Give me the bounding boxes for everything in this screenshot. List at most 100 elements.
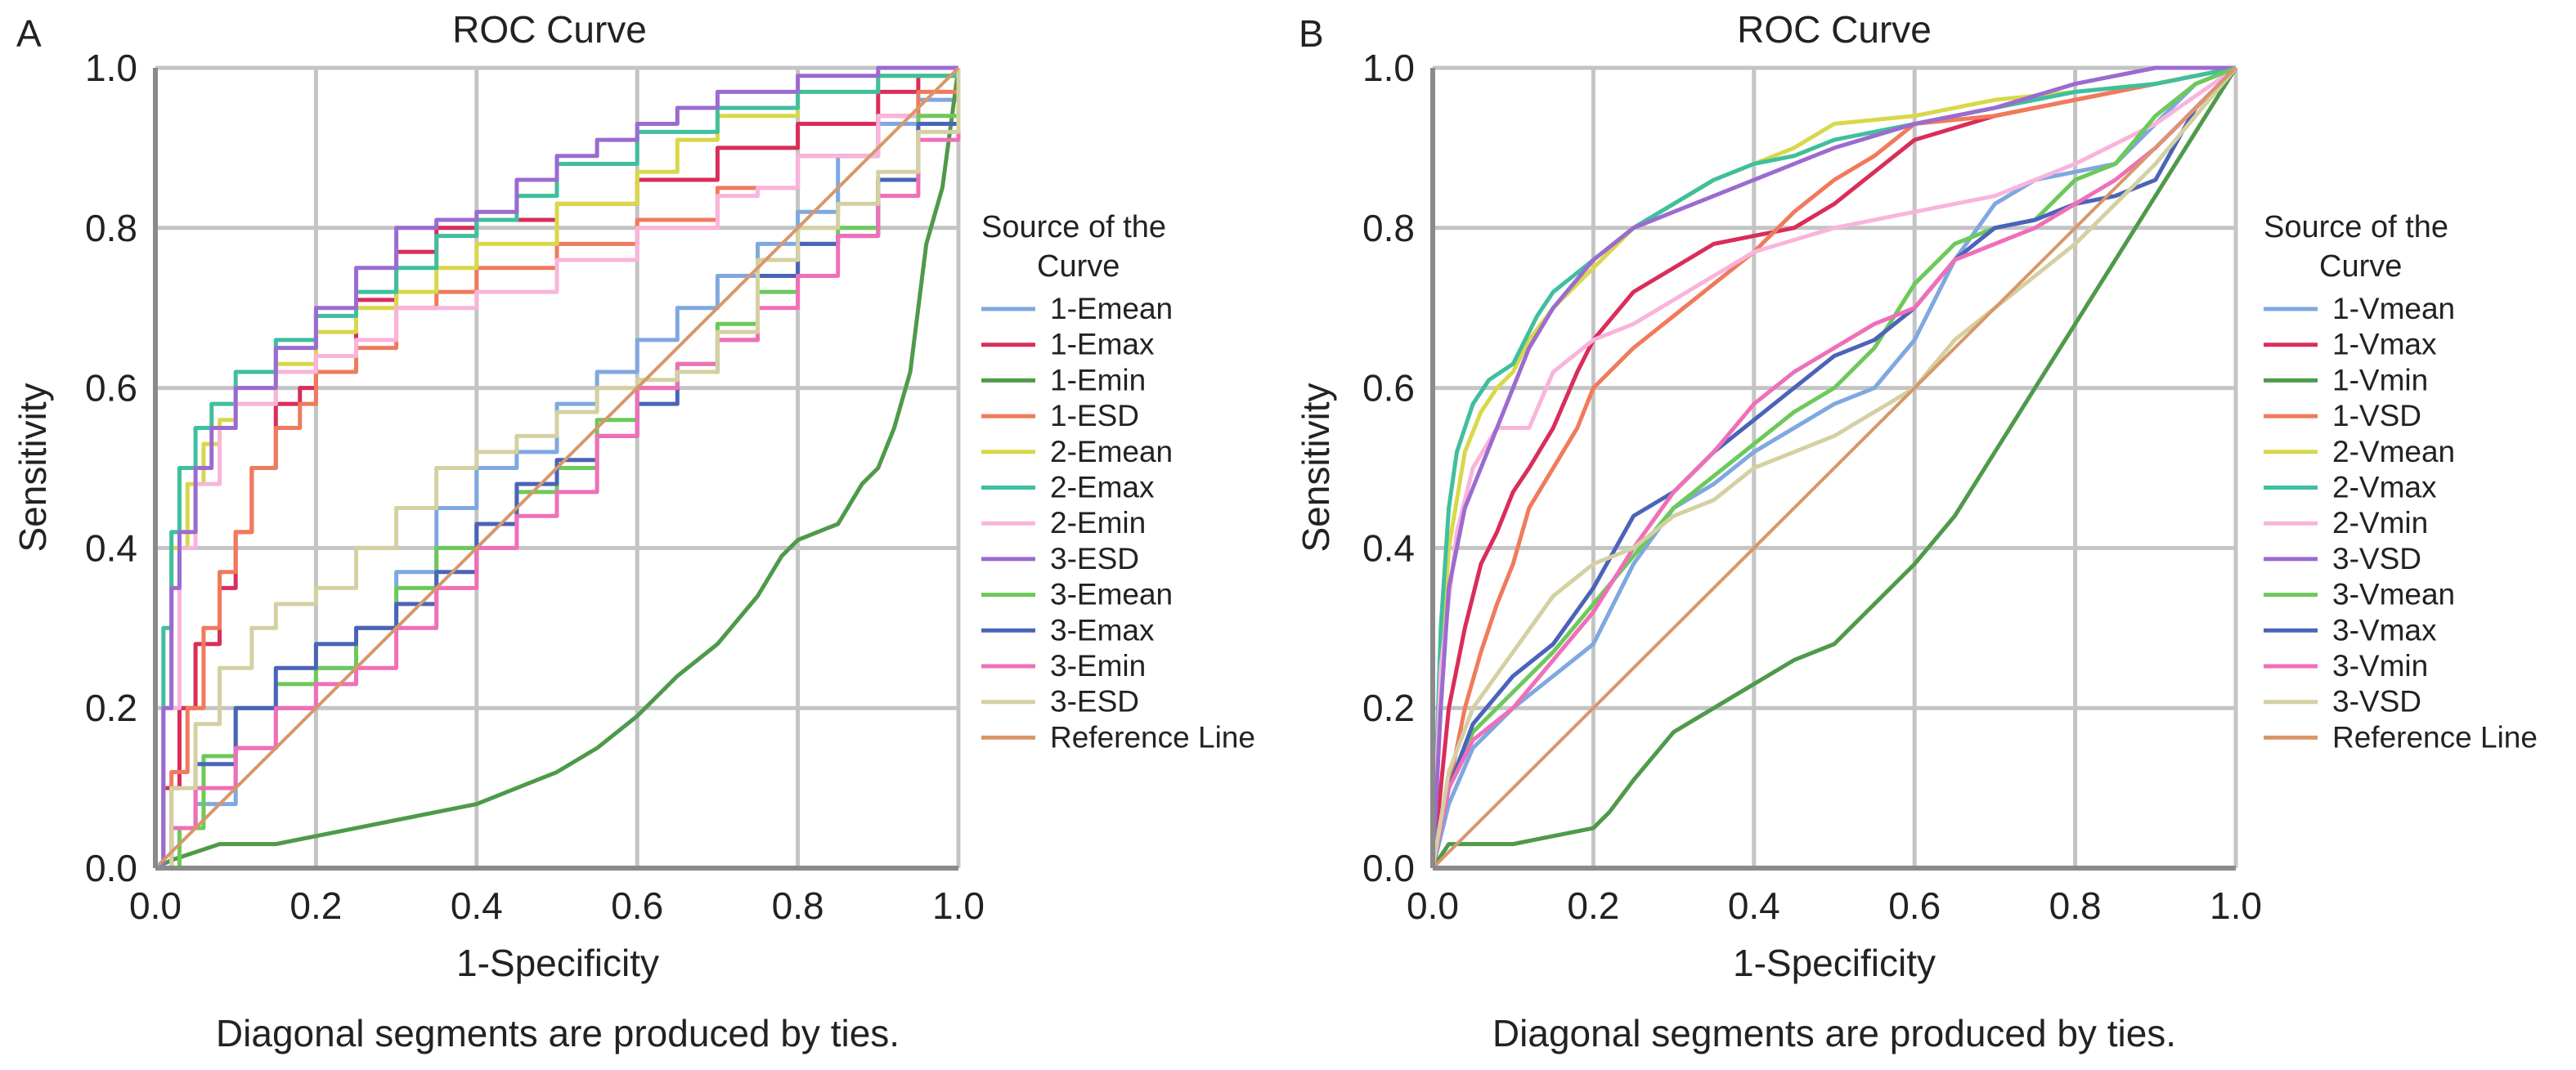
curves-b — [1430, 65, 2238, 870]
legend-label: Reference Line — [1050, 720, 1255, 754]
legend-label: 3-Vmax — [2332, 613, 2437, 647]
legend-label: 3-Emean — [1050, 578, 1173, 611]
legend-label: 2-Vmean — [2332, 435, 2455, 468]
legend-title: Source of the — [981, 210, 1166, 244]
legend-item: 3-Emin — [981, 649, 1146, 683]
panel-label-a: A — [16, 12, 42, 55]
footnote-a: Diagonal segments are produced by ties. — [216, 1012, 900, 1054]
legend-item: 1-Vmax — [2264, 328, 2437, 361]
roc-curve-2-vmin — [1430, 65, 2237, 869]
x-tick-label: 1.0 — [932, 884, 985, 927]
x-tick-labels-b: 0.0 0.2 0.4 0.6 0.8 1.0 — [1407, 884, 2262, 927]
y-tick-label: 0.6 — [1362, 367, 1415, 410]
legend-item: 3-Vmax — [2264, 613, 2437, 647]
legend-item: 2-Vmean — [2264, 435, 2455, 468]
legend-label: 3-Emin — [1050, 649, 1146, 683]
chart-title-a: ROC Curve — [452, 8, 647, 51]
x-tick-label: 0.8 — [2049, 884, 2102, 927]
legend-label: 3-Vmin — [2332, 649, 2428, 683]
legend-label: 2-Emax — [1050, 471, 1155, 504]
legend-label: 1-Emax — [1050, 328, 1155, 361]
y-tick-label: 0.8 — [85, 207, 137, 249]
y-tick-label: 0.2 — [85, 687, 137, 729]
roc-curve-3-vsd — [1430, 66, 2237, 869]
legend-item: 1-Vmean — [2264, 292, 2455, 325]
legend-item: 1-VSD — [2264, 399, 2421, 432]
x-tick-label: 0.4 — [451, 884, 503, 927]
legend-label: 2-Vmin — [2332, 506, 2428, 539]
legend-item: 3-Vmin — [2264, 649, 2428, 683]
x-tick-label: 0.2 — [1567, 884, 1619, 927]
legend-item: 1-Emin — [981, 363, 1146, 396]
x-tick-label: 0.6 — [1888, 884, 1941, 927]
x-axis-label-b: 1-Specificity — [1733, 942, 1936, 984]
y-tick-label: 0.8 — [1362, 207, 1415, 249]
roc-curve-1-vsd — [1430, 65, 2237, 869]
legend-label: 2-Emean — [1050, 435, 1173, 468]
legend-label: 1-VSD — [2332, 399, 2421, 432]
panel-b: B ROC Curve 0.0 0.2 0.4 0.6 0.8 1.0 0.0 0.2 0.4… — [1295, 8, 2538, 1054]
legend-title: Source of the — [2264, 210, 2448, 244]
legend-label: 3-ESD — [1050, 542, 1139, 575]
roc-curve-3-vmean — [1430, 65, 2237, 869]
x-axis-label-a: 1-Specificity — [456, 942, 659, 984]
legend-item: Reference Line — [2264, 720, 2538, 754]
legend-item: 3-Vmean — [2264, 578, 2455, 611]
legend-label: 3-ESD — [1050, 685, 1139, 719]
roc-curve-1-vmean — [1430, 65, 2237, 869]
y-tick-label: 1.0 — [1362, 47, 1415, 89]
legend-item: 3-VSD — [2264, 542, 2421, 575]
y-tick-label: 0.2 — [1362, 687, 1415, 729]
legend-item: 1-Emax — [981, 328, 1155, 361]
footnote-b: Diagonal segments are produced by ties. — [1492, 1012, 2176, 1054]
roc-curve-3-vmin — [1430, 66, 2237, 869]
x-tick-label: 1.0 — [2210, 884, 2262, 927]
y-tick-label: 0.4 — [85, 526, 137, 569]
legend-item: 3-ESD — [981, 542, 1139, 575]
x-tick-label: 0.2 — [289, 884, 342, 927]
legend-label: 3-Vmean — [2332, 578, 2455, 611]
y-tick-label: 0.0 — [85, 847, 137, 889]
y-tick-label: 1.0 — [85, 47, 137, 89]
x-tick-label: 0.0 — [1407, 884, 1459, 927]
roc-curve-1-vmin — [1430, 66, 2238, 870]
legend-item: Reference Line — [981, 720, 1255, 754]
legend-item: 3-Emean — [981, 578, 1173, 611]
legend-label: 3-Emax — [1050, 613, 1155, 647]
roc-curve-3-esd — [155, 68, 961, 871]
legend-label: 1-Vmax — [2332, 328, 2437, 361]
legend-label: Reference Line — [2332, 720, 2538, 754]
roc-curve-3-vsd — [1430, 65, 2236, 869]
legend-label: 1-Emean — [1050, 292, 1173, 325]
panel-label-b: B — [1299, 12, 1324, 55]
y-axis-label-a: Sensitivity — [11, 383, 54, 552]
y-tick-label: 0.6 — [85, 367, 137, 410]
curves-a — [154, 65, 961, 871]
legend-item: 3-ESD — [981, 685, 1139, 719]
chart-title-b: ROC Curve — [1737, 8, 1932, 51]
legend-item: 2-Vmin — [2264, 506, 2428, 539]
legend-label: 3-VSD — [2332, 685, 2421, 719]
legend-item: 3-Emax — [981, 613, 1155, 647]
legend-item: 3-VSD — [2264, 685, 2421, 719]
legend-label: 2-Vmax — [2332, 471, 2437, 504]
y-axis-label-b: Sensitivity — [1295, 383, 1337, 552]
x-tick-label: 0.6 — [611, 884, 663, 927]
legend-item: 2-Vmax — [2264, 471, 2437, 504]
legend-label: 1-ESD — [1050, 399, 1139, 432]
legend-item: 1-Emean — [981, 292, 1173, 325]
x-tick-label: 0.8 — [772, 884, 824, 927]
y-tick-label: 0.0 — [1362, 847, 1415, 889]
legend-item: 1-Vmin — [2264, 363, 2428, 396]
legend-item: 2-Emin — [981, 506, 1146, 539]
legend-item: 2-Emax — [981, 471, 1155, 504]
legend-label: 3-VSD — [2332, 542, 2421, 575]
legend-label: 1-Vmean — [2332, 292, 2455, 325]
legend-b: Source of the Curve 1-Vmean1-Vmax1-Vmin1-V… — [2264, 210, 2538, 754]
roc-curve-1-emin — [154, 67, 961, 871]
y-tick-label: 0.4 — [1362, 526, 1415, 569]
panel-a: A ROC Curve 0.0 0.2 0.4 0.6 0.8 1.0 0.0 0.2 0.4… — [11, 8, 1255, 1054]
legend-label: 2-Emin — [1050, 506, 1146, 539]
x-tick-label: 0.4 — [1728, 884, 1780, 927]
axes-a — [153, 68, 958, 871]
